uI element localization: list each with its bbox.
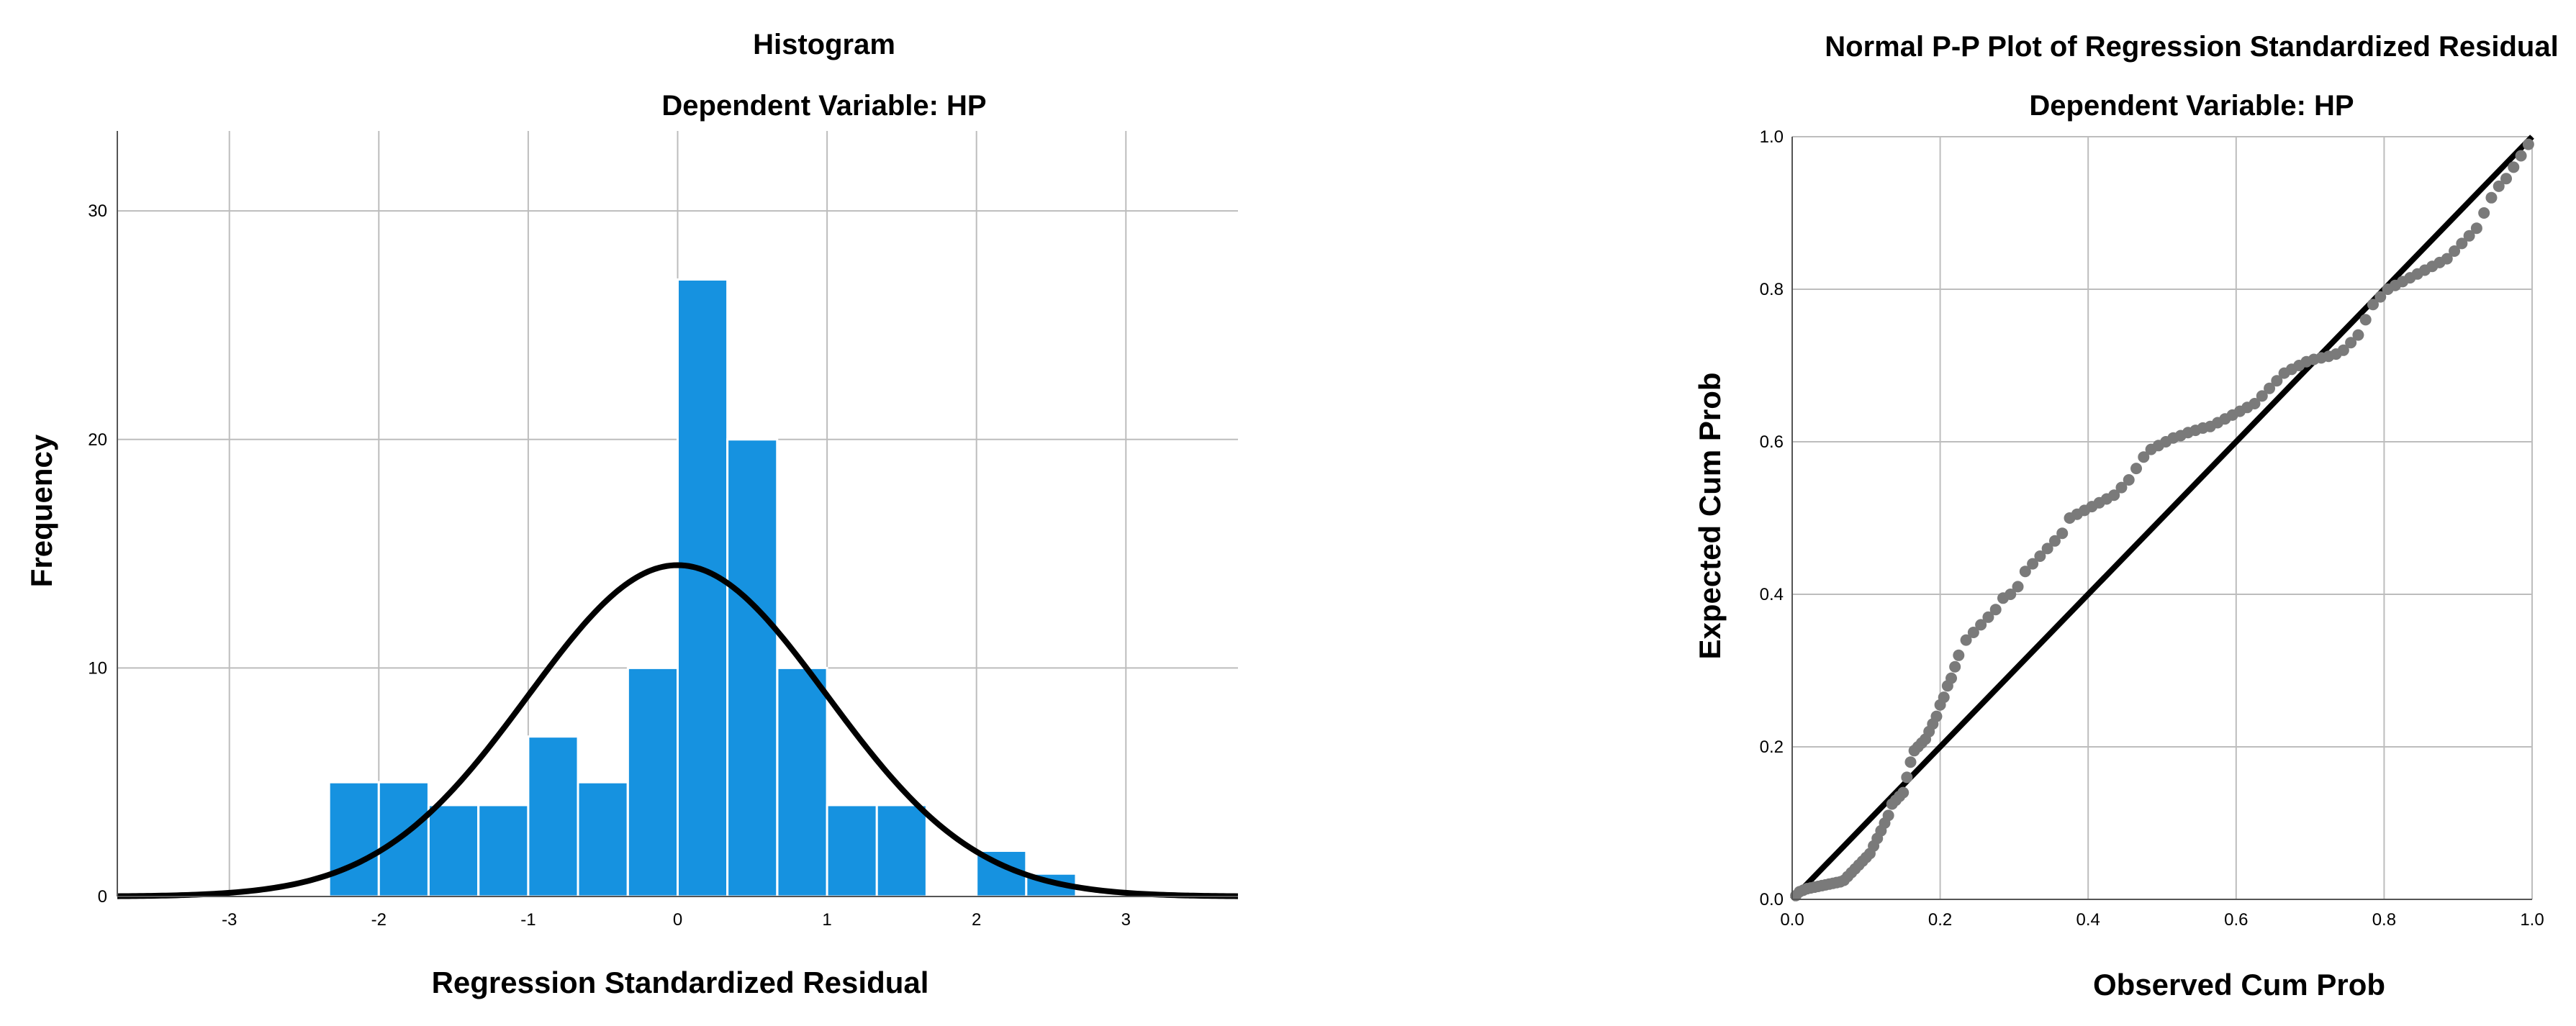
pp-data-point [2041, 542, 2053, 555]
pp-data-point [2115, 481, 2128, 494]
pp-data-point [2493, 180, 2505, 192]
histogram-title: Histogram [753, 29, 895, 60]
histogram-y-axis-title: Frequency [24, 434, 58, 587]
pp-y-tick-label: 0.6 [1760, 432, 1784, 452]
histogram-x-tick-label: 2 [972, 910, 981, 930]
histogram-bar [327, 781, 380, 898]
histogram-x-tick-label: 0 [673, 910, 682, 930]
pp-data-point [1930, 710, 1943, 722]
histogram-x-tick-label: -1 [520, 910, 535, 930]
histogram-y-tick-label: 0 [98, 887, 107, 907]
histogram-x-tick-label: 3 [1121, 910, 1131, 930]
histogram-bar [875, 804, 928, 898]
pp-data-point [1960, 634, 1972, 646]
pp-data-point [2441, 253, 2453, 265]
pp-data-point [1938, 691, 1950, 704]
pp-data-point [2264, 382, 2276, 394]
pp-data-point [1953, 649, 1965, 661]
pp-data-point [2522, 138, 2534, 150]
pp-data-point [1982, 611, 1994, 623]
pp-data-point [2005, 589, 2017, 600]
pp-data-point [1989, 604, 2002, 616]
histogram-bar [427, 804, 480, 898]
pp-plot-title: Normal P-P Plot of Regression Standardiz… [1825, 31, 2558, 63]
pp-plot-y-axis-title: Expected Cum Prob [1693, 372, 1727, 659]
pp-data-point [2515, 150, 2527, 162]
pp-y-tick-label: 0.2 [1760, 737, 1784, 757]
pp-data-point [2456, 237, 2468, 250]
histogram-x-tick-label: -2 [371, 910, 387, 930]
histogram-x-tick-label: -3 [222, 910, 237, 930]
pp-data-point [2249, 398, 2261, 409]
pp-data-point [2352, 329, 2364, 341]
histogram-x-axis-title: Regression Standardized Residual [432, 966, 929, 999]
pp-data-point [1975, 619, 1987, 631]
pp-data-point [2470, 222, 2482, 235]
histogram-bar [477, 804, 530, 898]
pp-data-point [1945, 672, 1958, 684]
pp-data-point [2048, 535, 2061, 547]
pp-plot-subtitle: Dependent Variable: HP [2029, 90, 2354, 122]
pp-data-point [1967, 627, 1979, 638]
histogram-x-tick-label: 1 [822, 910, 831, 930]
pp-y-tick-label: 0.4 [1760, 585, 1784, 604]
histogram-bar [377, 781, 430, 898]
normal-curve [117, 562, 1239, 899]
pp-data-point [2012, 581, 2024, 593]
histogram-bar [577, 781, 629, 898]
histogram-bar [776, 666, 828, 898]
pp-data-point [2056, 527, 2069, 540]
pp-data-point [2256, 390, 2268, 402]
pp-data-point [1897, 786, 1910, 799]
pp-data-point [2345, 337, 2357, 349]
pp-data-point [2478, 207, 2490, 219]
pp-data-point [2108, 489, 2120, 501]
pp-data-point [1904, 756, 1917, 768]
pp-x-tick-label: 0.6 [2224, 910, 2248, 930]
histogram-bar [826, 804, 878, 898]
pp-y-tick-label: 0.8 [1760, 280, 1784, 299]
histogram-y-tick-label: 30 [88, 201, 107, 221]
histogram-subtitle: Dependent Variable: HP [661, 90, 986, 122]
histogram-bar [677, 278, 729, 898]
reference-line [1790, 135, 2534, 902]
pp-data-point [2130, 463, 2143, 475]
pp-data-point [2359, 314, 2372, 326]
pp-data-point [2123, 474, 2135, 486]
pp-data-point [2508, 161, 2520, 173]
pp-data-point [2138, 451, 2150, 463]
pp-plot-x-axis-title: Observed Cum Prob [2093, 968, 2385, 1002]
pp-data-point [2367, 299, 2379, 311]
pp-y-tick-label: 0.0 [1760, 890, 1784, 909]
pp-x-tick-label: 0.0 [1780, 910, 1804, 930]
histogram-y-tick-label: 10 [88, 658, 107, 678]
histogram-bar [626, 666, 679, 898]
pp-plot-chart: Normal P-P Plot of Regression Standardiz… [1693, 31, 2559, 1002]
pp-data-point [2027, 558, 2039, 570]
histogram-chart: Histogram Dependent Variable: HP Regress… [24, 29, 1239, 999]
histogram-y-tick-label: 20 [88, 430, 107, 450]
pp-x-tick-label: 0.8 [2372, 910, 2396, 930]
pp-x-tick-label: 1.0 [2520, 910, 2544, 930]
pp-data-point [1882, 809, 1894, 822]
pp-data-point [2485, 191, 2498, 204]
pp-data-point [2034, 550, 2046, 562]
histogram-bar [527, 735, 579, 898]
pp-data-point [1901, 771, 1913, 784]
pp-x-tick-label: 0.2 [1928, 910, 1952, 930]
pp-y-tick-label: 1.0 [1760, 127, 1784, 147]
pp-data-point [2019, 566, 2031, 578]
histogram-bar [726, 438, 779, 898]
pp-data-point [2449, 245, 2461, 257]
pp-data-point [2271, 375, 2283, 387]
pp-data-point [2374, 291, 2387, 303]
pp-data-point [2500, 173, 2513, 185]
pp-data-point [2463, 230, 2475, 242]
pp-data-point [2337, 344, 2349, 356]
pp-x-tick-label: 0.4 [2076, 910, 2100, 930]
pp-data-point [1949, 660, 1961, 673]
